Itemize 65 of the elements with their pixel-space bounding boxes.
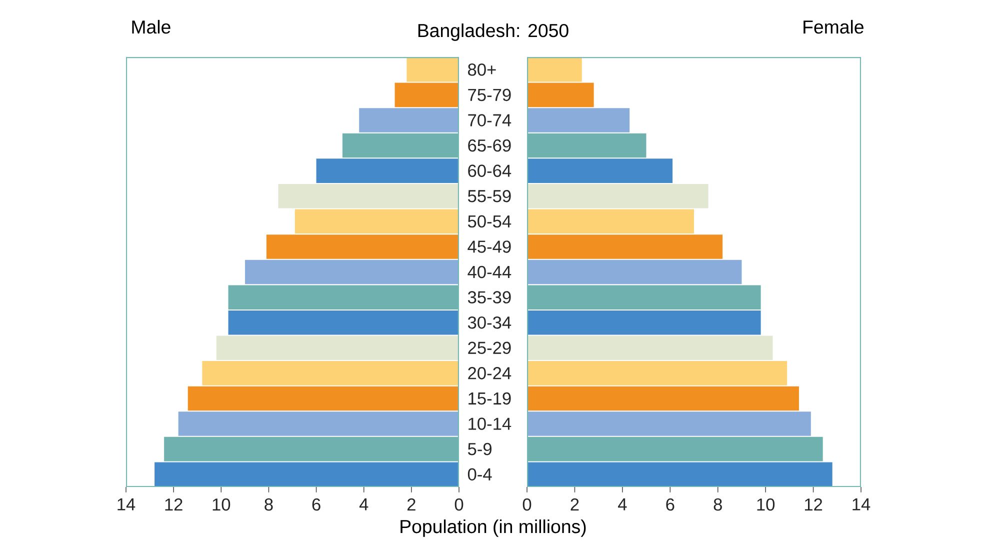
y-tick-label: 10-14 (468, 418, 512, 430)
bar (202, 361, 460, 386)
bar (527, 336, 773, 360)
bar (228, 310, 460, 335)
y-tick-label: 15-19 (468, 392, 511, 405)
y-tick-label: 70-74 (468, 114, 512, 126)
x-tick-label: 4 (618, 498, 627, 510)
y-tick-label: 45-49 (468, 240, 511, 253)
chart-title: Male (132, 20, 170, 34)
bar (154, 462, 460, 486)
bar (527, 462, 832, 486)
x-tick-label: 14 (852, 498, 870, 510)
y-tick-label: 75-79 (468, 88, 511, 102)
x-tick-label: 10 (212, 498, 230, 511)
y-tick-label: 80+ (468, 64, 496, 76)
chart-title: Female (804, 20, 864, 34)
y-tick-label: 25-29 (468, 342, 511, 354)
x-tick-label: 8 (264, 498, 273, 511)
y-tick-label: 35-39 (468, 291, 511, 304)
bar (527, 260, 742, 284)
bar (527, 82, 594, 108)
bar (394, 82, 460, 108)
x-tick-label: 12 (804, 498, 822, 510)
chart-subtitle: Bangladesh: 2050 (418, 23, 568, 41)
x-tick-label: 6 (312, 498, 320, 511)
y-tick-label: 60-64 (468, 164, 512, 177)
x-tick-label: 12 (165, 498, 182, 510)
x-tick-label: 4 (359, 498, 368, 510)
x-tick-label: 0 (522, 498, 532, 511)
bar (527, 158, 673, 183)
x-axis-title: Population (in millions) (400, 519, 586, 537)
bar (527, 386, 799, 411)
bar (527, 234, 723, 259)
bar (359, 108, 460, 132)
bar (316, 158, 460, 183)
bar (188, 386, 460, 411)
bar (527, 184, 708, 208)
x-tick-label: 14 (118, 498, 136, 510)
bar (527, 361, 788, 386)
y-tick-label: 5-9 (468, 442, 492, 456)
y-tick-label: 50-54 (468, 215, 512, 228)
y-tick-label: 55-59 (468, 190, 511, 202)
bar (278, 184, 460, 208)
bar (527, 209, 694, 234)
bar (527, 108, 630, 132)
bar (216, 336, 460, 360)
y-tick-label: 40-44 (468, 266, 512, 278)
x-tick-label: 2 (407, 498, 416, 510)
y-tick-label: 30-34 (468, 316, 512, 329)
x-tick-label: 10 (757, 498, 775, 511)
y-tick-label: 65-69 (468, 139, 511, 152)
bar (266, 234, 460, 259)
y-tick-label: 0-4 (468, 468, 492, 480)
bar (294, 209, 460, 234)
bar (527, 58, 582, 82)
x-tick-label: 8 (714, 498, 722, 511)
bar (527, 310, 761, 335)
bar (527, 412, 811, 436)
x-tick-label: 0 (454, 498, 464, 511)
x-tick-label: 2 (570, 498, 579, 510)
y-tick-label: 20-24 (468, 367, 512, 380)
bar (178, 412, 460, 436)
bar (406, 58, 460, 82)
bar (244, 260, 460, 284)
x-tick-label: 6 (666, 498, 674, 511)
